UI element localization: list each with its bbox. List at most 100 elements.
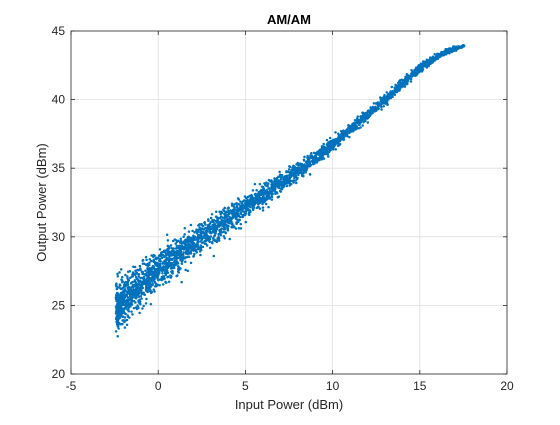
data-point — [169, 258, 173, 261]
data-point — [169, 244, 173, 247]
data-point — [394, 86, 398, 90]
data-point — [165, 233, 169, 236]
data-point — [136, 268, 139, 272]
data-point — [359, 126, 362, 129]
data-point — [403, 79, 407, 83]
data-point — [154, 270, 157, 274]
data-point — [233, 225, 236, 229]
data-point — [266, 192, 269, 196]
data-point — [361, 118, 364, 122]
data-point — [232, 209, 235, 212]
data-point — [174, 247, 178, 250]
data-point — [142, 304, 145, 308]
data-point — [205, 244, 209, 247]
data-point — [159, 253, 162, 257]
data-point — [239, 215, 242, 219]
x-tick-label: -5 — [66, 379, 77, 393]
data-point — [380, 108, 383, 111]
data-point — [161, 262, 165, 265]
data-point — [126, 277, 129, 280]
data-point — [115, 291, 119, 295]
data-point — [134, 272, 137, 275]
data-point — [220, 211, 224, 215]
data-point — [131, 280, 134, 284]
data-point — [441, 53, 444, 56]
data-point — [244, 203, 248, 207]
data-point — [181, 258, 184, 262]
data-point — [131, 295, 135, 299]
data-point — [237, 227, 241, 230]
data-point — [375, 107, 379, 111]
data-point — [379, 98, 383, 101]
data-point — [125, 318, 129, 322]
data-point — [285, 184, 289, 188]
data-point — [370, 107, 373, 111]
data-point — [120, 275, 124, 279]
data-point — [141, 286, 145, 290]
data-point — [230, 226, 234, 229]
data-point — [278, 170, 281, 174]
data-point — [356, 115, 360, 118]
data-point — [128, 289, 132, 292]
data-point — [227, 206, 230, 210]
data-point — [322, 151, 325, 154]
data-point — [223, 219, 226, 223]
data-point — [285, 170, 288, 173]
data-point — [116, 307, 120, 310]
data-point — [156, 277, 159, 280]
data-point — [326, 143, 330, 147]
data-point — [301, 174, 305, 178]
data-point — [114, 317, 118, 320]
data-point — [224, 210, 228, 214]
data-point — [236, 197, 240, 200]
data-point — [204, 232, 208, 236]
data-point — [267, 205, 270, 209]
data-point — [204, 223, 207, 226]
data-point — [428, 56, 432, 59]
data-point — [140, 297, 143, 300]
data-point — [204, 226, 207, 230]
data-point — [238, 218, 241, 222]
data-point — [196, 236, 199, 239]
data-point — [336, 141, 340, 144]
data-point — [250, 201, 253, 205]
data-point — [200, 223, 203, 227]
data-point — [161, 283, 165, 286]
data-point — [257, 205, 260, 209]
data-point — [294, 175, 297, 179]
data-point — [146, 274, 150, 277]
data-point — [261, 206, 265, 209]
data-point — [381, 96, 384, 100]
data-point — [462, 44, 466, 47]
data-point — [381, 102, 384, 105]
data-point — [447, 49, 450, 53]
data-point — [122, 295, 125, 298]
data-point — [208, 240, 212, 243]
data-point — [124, 294, 127, 298]
data-point — [390, 85, 394, 89]
data-point — [122, 318, 125, 322]
data-point — [245, 208, 249, 211]
data-point — [290, 173, 293, 177]
data-point — [208, 229, 211, 232]
data-point — [273, 185, 276, 188]
data-point — [362, 112, 365, 116]
data-point — [127, 309, 130, 313]
data-point — [124, 304, 128, 308]
data-point — [137, 273, 141, 276]
data-point — [239, 204, 242, 208]
axes-box — [70, 30, 508, 375]
data-point — [216, 216, 219, 220]
data-point — [288, 184, 291, 187]
data-point — [218, 230, 222, 234]
data-point — [338, 142, 342, 146]
data-point — [247, 212, 251, 215]
data-point — [284, 175, 287, 178]
data-point — [165, 269, 169, 272]
data-point — [140, 292, 144, 296]
data-point — [163, 259, 166, 263]
data-point — [204, 242, 208, 245]
data-point — [187, 244, 190, 247]
data-point — [282, 176, 285, 179]
data-point — [300, 163, 304, 167]
